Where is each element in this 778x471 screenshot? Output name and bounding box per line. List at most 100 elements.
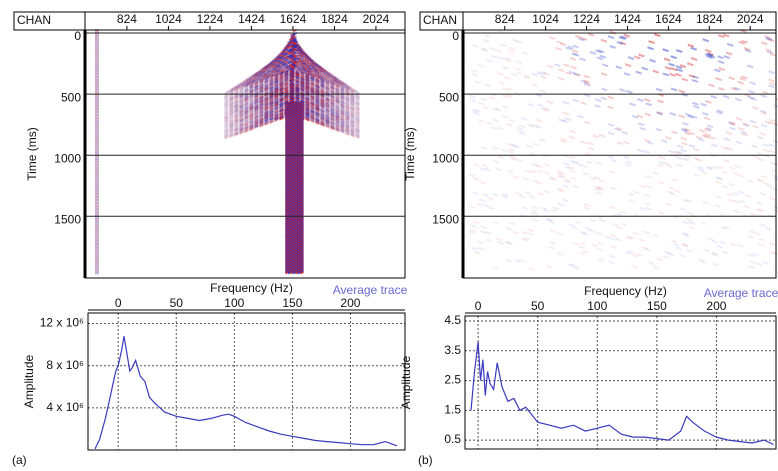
- seismic-wiggle: [665, 163, 671, 165]
- seismic-wiggle: [599, 180, 605, 182]
- seismic-wiggle: [608, 106, 614, 108]
- seismic-wiggle: [738, 128, 744, 130]
- seismic-wiggle: [489, 207, 495, 209]
- seismic-wiggle: [740, 201, 746, 203]
- seismic-wiggle: [768, 39, 774, 41]
- y-tick-label: 500: [439, 90, 459, 104]
- seismic-wiggle: [705, 101, 711, 103]
- seismic-wiggle: [691, 58, 697, 60]
- seismic-wiggle: [770, 54, 776, 56]
- seismic-wiggle: [485, 232, 491, 234]
- seismic-wiggle: [537, 170, 543, 172]
- seismic-wiggle: [599, 135, 605, 137]
- seismic-wiggle: [475, 81, 481, 83]
- seismic-wiggle: [711, 96, 717, 98]
- seismic-wiggle: [608, 97, 614, 99]
- seismic-wiggle: [640, 128, 646, 130]
- seismic-wiggle: [590, 52, 596, 54]
- seismic-wiggle: [671, 240, 677, 242]
- seismic-wiggle: [481, 226, 487, 228]
- seismic-wiggle: [620, 89, 626, 91]
- seismic-wiggle: [676, 164, 682, 166]
- seismic-wiggle: [755, 233, 761, 235]
- seismic-wiggle: [629, 200, 635, 202]
- seismic-wiggle: [544, 191, 550, 193]
- y-tick-label: 3.5: [444, 343, 461, 357]
- seismic-wiggle: [469, 96, 475, 98]
- seismic-wiggle: [503, 106, 509, 108]
- seismic-wiggle: [671, 56, 677, 58]
- seismic-wiggle: [769, 119, 775, 121]
- seismic-wiggle: [537, 182, 543, 184]
- seismic-wiggle: [580, 58, 586, 60]
- seismic-wiggle: [569, 136, 575, 138]
- seismic-wiggle: [609, 156, 615, 158]
- seismic-wiggle: [575, 36, 581, 38]
- seismic-wiggle: [769, 243, 775, 245]
- seismic-wiggle: [602, 64, 608, 66]
- x-tick-label: 0: [475, 299, 482, 313]
- seismic-wiggle: [670, 74, 676, 76]
- seismic-wiggle: [686, 219, 692, 221]
- seismic-wiggle: [712, 241, 718, 243]
- y-tick-label: 12 x 10⁶: [40, 316, 84, 330]
- seismic-wiggle: [671, 68, 677, 70]
- seismic-wiggle: [601, 40, 607, 42]
- seismic-wiggle: [557, 233, 563, 235]
- y-tick-label: 1.5: [444, 402, 461, 416]
- seismic-wiggle: [636, 72, 642, 74]
- seismic-wiggle: [584, 76, 590, 78]
- x-tick-label: 1224: [197, 12, 224, 26]
- seismic-wiggle: [581, 141, 587, 143]
- seismic-wiggle: [734, 166, 740, 168]
- seismic-wiggle: [682, 79, 688, 81]
- seismic-wiggle: [761, 42, 767, 44]
- seismic-wiggle: [744, 48, 750, 50]
- seismic-wiggle: [759, 239, 765, 241]
- seismic-wiggle: [584, 204, 590, 206]
- seismic-wiggle: [512, 39, 518, 41]
- seismic-wiggle: [749, 231, 755, 233]
- seismic-wiggle: [610, 235, 616, 237]
- seismic-wiggle: [763, 150, 769, 152]
- seismic-wiggle: [686, 250, 692, 252]
- x-tick-label: 1024: [155, 12, 182, 26]
- seismic-wiggle: [736, 142, 742, 144]
- seismic-wiggle: [610, 206, 616, 208]
- seismic-wiggle: [681, 138, 687, 140]
- seismic-wiggle: [665, 67, 671, 69]
- seismic-wiggle: [745, 95, 751, 97]
- seismic-wiggle: [766, 228, 772, 230]
- seismic-wiggle: [644, 203, 650, 205]
- seismic-wiggle: [714, 69, 720, 71]
- seismic-wiggle: [469, 206, 475, 208]
- seismic-wiggle: [758, 244, 764, 246]
- seismic-wiggle: [644, 194, 650, 196]
- seismic-wiggle: [689, 145, 695, 147]
- seismic-wiggle: [593, 135, 599, 137]
- seismic-wiggle: [540, 90, 546, 92]
- seismic-wiggle: [595, 99, 601, 101]
- seismic-wiggle: [498, 57, 504, 59]
- seismic-wiggle: [718, 88, 724, 90]
- seismic-wiggle: [557, 253, 563, 255]
- seismic-wiggle: [570, 170, 576, 172]
- seismic-wiggle: [675, 74, 681, 76]
- seismic-wiggle: [530, 171, 536, 173]
- seismic-wiggle: [516, 62, 522, 64]
- x-tick-label: 2024: [737, 12, 764, 26]
- seismic-wiggle: [483, 205, 489, 207]
- seismic-wiggle: [769, 144, 775, 146]
- seismic-wiggle: [609, 262, 615, 264]
- seismic-wiggle: [646, 186, 652, 188]
- seismic-wiggle: [493, 194, 499, 196]
- seismic-wiggle: [571, 67, 577, 69]
- seismic-wiggle: [730, 128, 736, 130]
- seismic-wiggle: [745, 195, 751, 197]
- y-tick-label: 0: [452, 29, 459, 43]
- seismic-wiggle: [483, 107, 489, 109]
- y-tick-label: 2.5: [444, 373, 461, 387]
- seismic-wiggle: [499, 82, 505, 84]
- seismic-wiggle: [768, 79, 774, 81]
- x-tick-label: 100: [587, 299, 607, 313]
